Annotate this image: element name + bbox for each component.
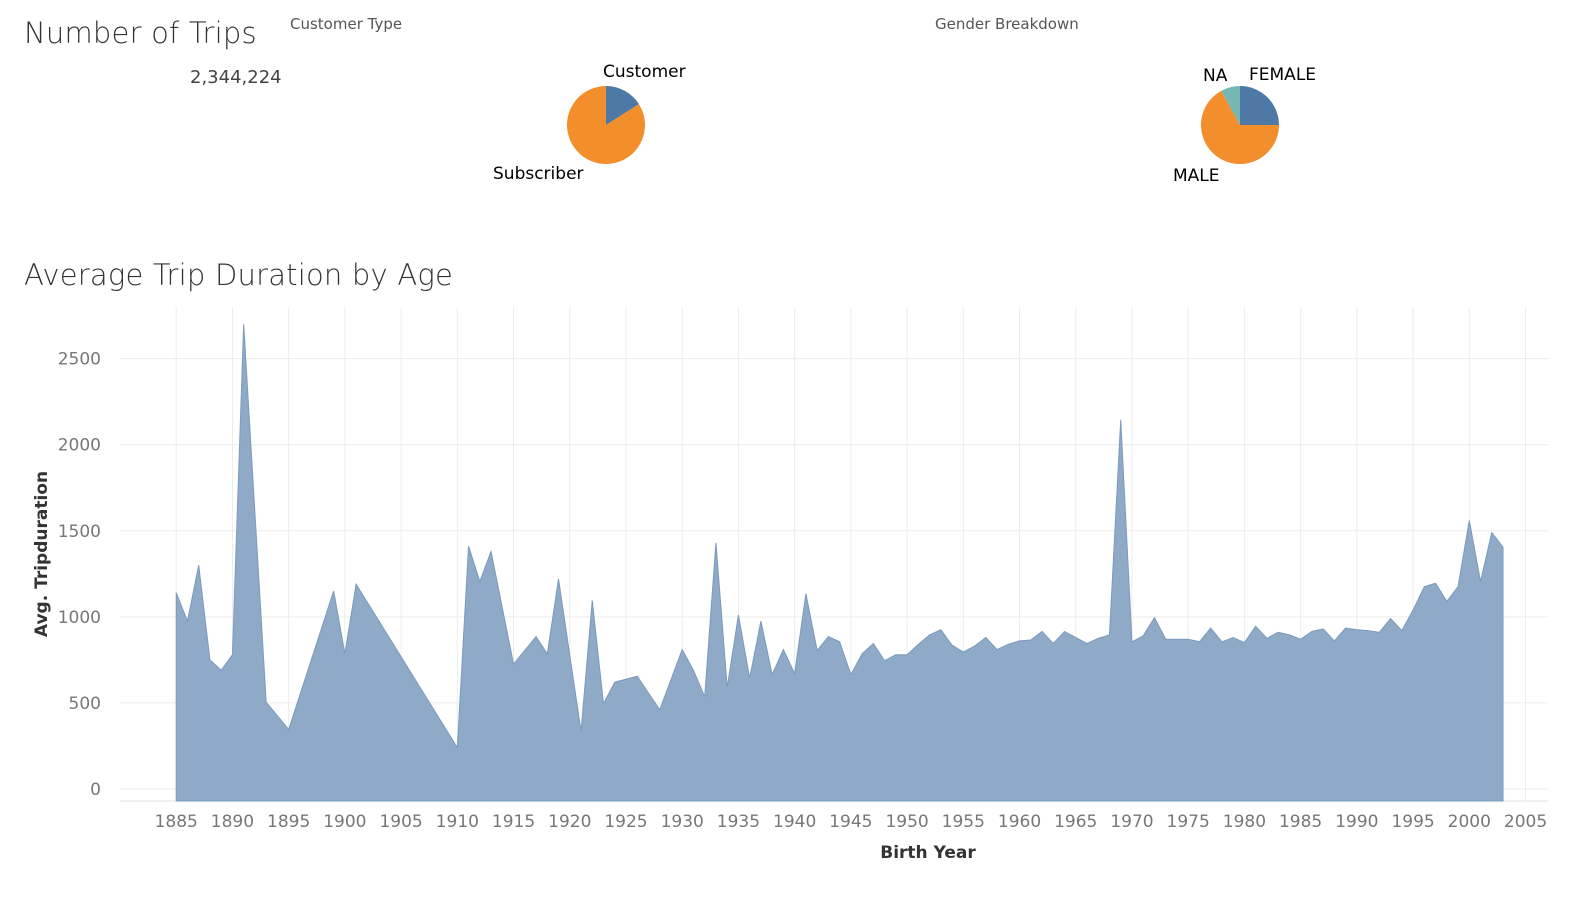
x-tick-label: 1900 <box>323 812 366 832</box>
x-tick-label: 2000 <box>1448 812 1491 832</box>
gender-pie-slice-na <box>1221 86 1240 125</box>
gender-pie-label-female: FEMALE <box>1249 65 1316 85</box>
x-tick-label: 1915 <box>492 812 535 832</box>
customer-pie-label-subscriber: Subscriber <box>493 164 584 184</box>
x-tick-label: 1980 <box>1223 812 1266 832</box>
y-tick-label: 2000 <box>58 436 101 456</box>
y-tick-label: 500 <box>69 694 101 714</box>
x-tick-label: 1985 <box>1279 812 1322 832</box>
x-tick-label: 1930 <box>661 812 704 832</box>
y-tick-label: 1000 <box>58 608 101 628</box>
x-tick-label: 1920 <box>548 812 591 832</box>
gender-pie-slice-male <box>1201 90 1279 164</box>
x-tick-label: 1995 <box>1391 812 1434 832</box>
x-tick-label: 1895 <box>267 812 310 832</box>
x-tick-label: 1910 <box>436 812 479 832</box>
x-tick-label: 1890 <box>211 812 254 832</box>
x-tick-label: 1925 <box>604 812 647 832</box>
gender-breakdown-title: Gender Breakdown <box>935 15 1079 33</box>
y-tick-label: 0 <box>90 780 101 800</box>
gender-pie-label-na: NA <box>1203 66 1228 86</box>
x-tick-label: 1905 <box>379 812 422 832</box>
customer-pie-slice-customer <box>606 86 639 125</box>
x-tick-label: 1960 <box>998 812 1041 832</box>
y-axis-title: Avg. Tripduration <box>32 471 52 637</box>
customer-pie-slice-subscriber <box>567 86 646 164</box>
gender-pie-slice-female <box>1240 86 1279 125</box>
number-of-trips-value: 2,344,224 <box>190 67 282 88</box>
duration-grid <box>120 307 1548 802</box>
trip-duration-chart-title: Average Trip Duration by Age <box>24 258 454 292</box>
x-tick-label: 1970 <box>1110 812 1153 832</box>
x-tick-label: 2005 <box>1504 812 1547 832</box>
x-tick-label: 1965 <box>1054 812 1097 832</box>
y-tick-label: 1500 <box>58 522 101 542</box>
customer-type-title: Customer Type <box>290 15 403 33</box>
x-tick-label: 1935 <box>717 812 760 832</box>
x-tick-label: 1950 <box>885 812 928 832</box>
x-tick-label: 1990 <box>1335 812 1378 832</box>
gender-pie-label-male: MALE <box>1173 166 1220 186</box>
duration-area-series <box>175 324 1504 802</box>
x-tick-label: 1885 <box>155 812 198 832</box>
y-tick-label: 2500 <box>58 350 101 370</box>
x-tick-label: 1955 <box>942 812 985 832</box>
x-tick-label: 1945 <box>829 812 872 832</box>
number-of-trips-title: Number of Trips <box>24 16 257 50</box>
x-tick-label: 1975 <box>1167 812 1210 832</box>
x-tick-label: 1940 <box>773 812 816 832</box>
customer-pie-label-customer: Customer <box>603 62 686 82</box>
x-axis-title: Birth Year <box>880 843 976 863</box>
